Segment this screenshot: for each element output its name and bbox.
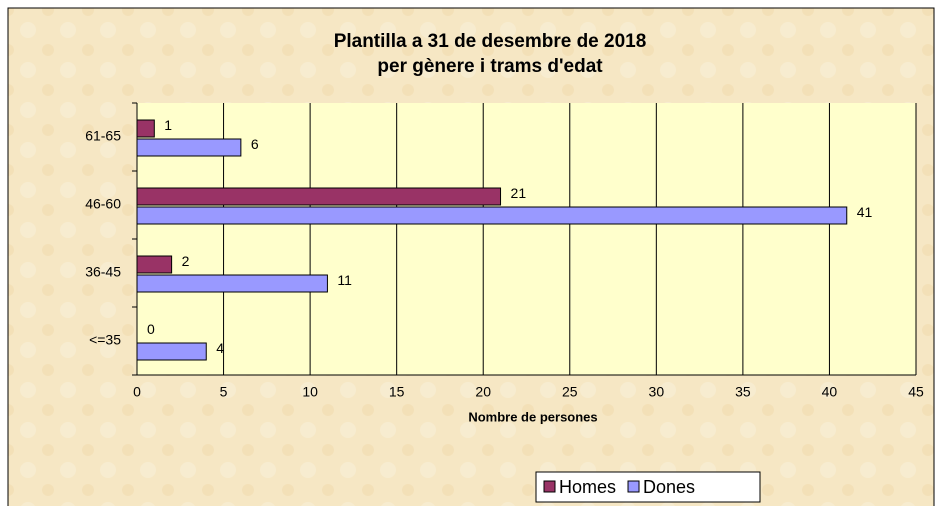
plot-area: [137, 103, 916, 375]
y-tick-label: 46-60: [85, 196, 121, 212]
chart-title: Plantilla a 31 de desembre de 2018: [334, 31, 647, 52]
value-label: 6: [251, 136, 259, 152]
x-axis-title: Nombre de persones: [468, 409, 597, 424]
x-tick-label: 5: [220, 384, 228, 400]
bar: [136, 187, 502, 206]
value-label: 2: [182, 253, 190, 269]
legend-label: Dones: [643, 477, 695, 497]
legend-label: Homes: [559, 477, 616, 497]
bar: [136, 342, 207, 361]
bar: [136, 206, 848, 225]
x-tick-label: 40: [822, 384, 838, 400]
value-label: 0: [147, 321, 155, 337]
y-tick-label: 61-65: [85, 128, 121, 144]
bar: [136, 274, 328, 293]
y-tick-label: <=35: [89, 332, 121, 348]
legend-box: [535, 471, 761, 503]
x-tick-label: 10: [302, 384, 318, 400]
value-label: 4: [216, 340, 224, 356]
legend-swatch: [543, 480, 556, 493]
x-tick-label: 15: [389, 384, 405, 400]
x-tick-label: 25: [562, 384, 578, 400]
bar: [136, 255, 173, 274]
bar: [136, 119, 155, 138]
chart-subtitle: per gènere i trams d'edat: [377, 56, 603, 77]
x-tick-label: 20: [475, 384, 491, 400]
value-label: 1: [164, 117, 172, 133]
bar: [136, 138, 242, 157]
x-tick-label: 0: [133, 384, 141, 400]
value-label: 11: [337, 272, 352, 288]
x-tick-label: 35: [735, 384, 751, 400]
y-tick-label: 36-45: [85, 264, 121, 280]
x-tick-label: 45: [908, 384, 924, 400]
value-label: 21: [511, 185, 527, 201]
legend-swatch: [627, 480, 640, 493]
x-tick-label: 30: [649, 384, 665, 400]
value-label: 41: [857, 204, 873, 220]
